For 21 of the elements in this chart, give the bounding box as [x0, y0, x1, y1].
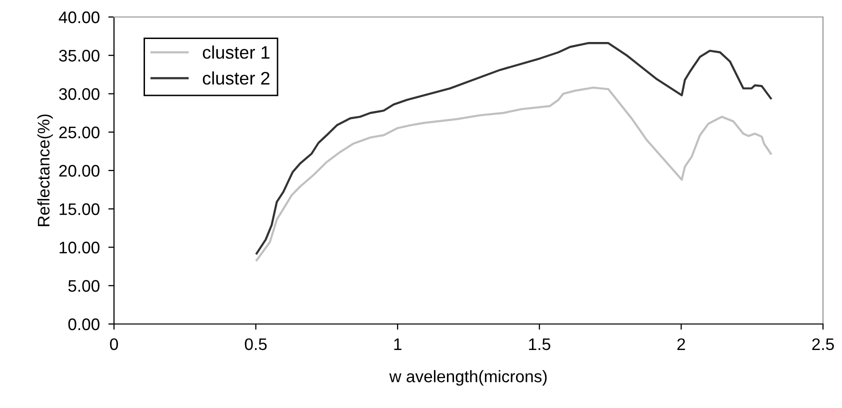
line-series — [256, 86, 772, 262]
y-tick-label: 15.00 — [60, 203, 100, 216]
x-tick-label: 1.5 — [529, 338, 550, 350]
legend-label: cluster 1 — [202, 46, 270, 59]
x-tick-label: 2 — [677, 338, 685, 350]
y-tick-label: 40.00 — [58, 11, 100, 24]
x-tick-label: 1 — [394, 338, 402, 350]
y-tick-label: 30.00 — [59, 88, 100, 100]
x-axis-title: w avelength(microns) — [389, 370, 547, 386]
x-tick-label: 2.5 — [812, 338, 834, 350]
x-tick-label: 0.5 — [244, 338, 267, 350]
legend-label: cluster 2 — [202, 71, 270, 85]
y-tick-label: 35.00 — [59, 50, 100, 62]
line-series — [256, 42, 772, 254]
y-tick-label: 20.00 — [59, 164, 100, 177]
y-tick-label: 10.00 — [60, 242, 100, 254]
y-axis-title: Reflectance(%) — [37, 114, 53, 226]
x-tick-label: 0 — [110, 338, 118, 350]
y-tick-label: 25.00 — [59, 126, 100, 138]
y-tick-label: 5.00 — [68, 280, 100, 292]
y-tick-label: 0.00 — [68, 318, 100, 330]
